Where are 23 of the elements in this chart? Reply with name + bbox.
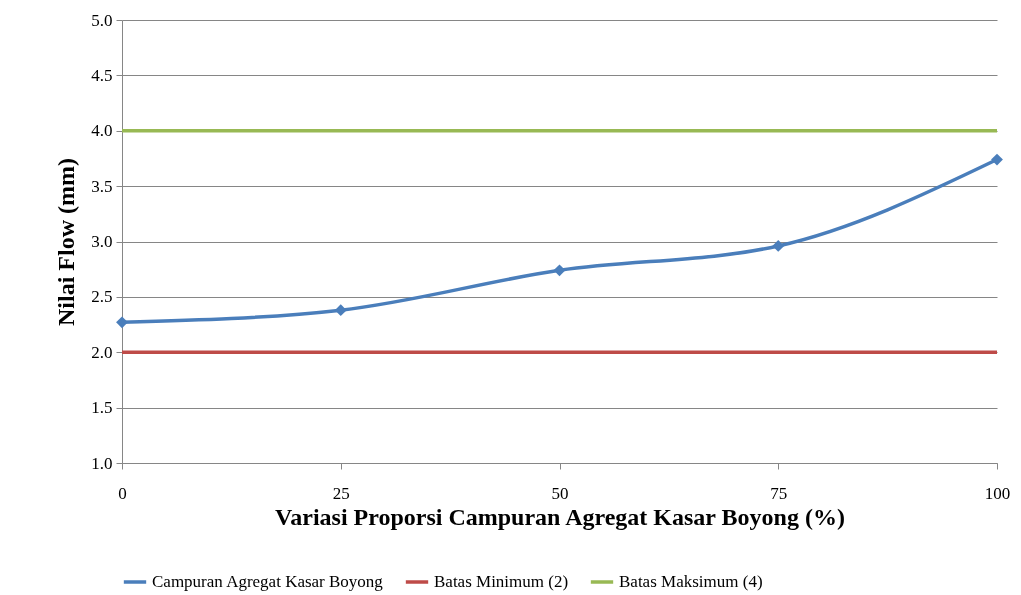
y-tick-label: 3.0 (91, 232, 113, 251)
point (553, 264, 566, 277)
y-axis-title: Nilai Flow (mm) (53, 158, 80, 326)
x-tick-label: 75 (770, 483, 788, 503)
y-tick-label: 2.5 (91, 287, 113, 307)
y-tick-label: 1.0 (91, 453, 113, 473)
x-tick-label: 100 (984, 483, 1011, 503)
y-tick-label: 4.0 (91, 121, 113, 141)
x-tick-label: 25 (332, 483, 350, 503)
point (116, 316, 128, 329)
x-axis-title: Variasi Proporsi Campuran Agregat Kasar Boyong (%) (275, 503, 845, 530)
y-tick-label: 1.5 (91, 398, 113, 418)
point (991, 153, 1003, 166)
y-tick-label: 4.5 (91, 65, 113, 85)
x-tick-label: 0 (118, 483, 127, 503)
point (772, 240, 785, 252)
legend-label: Batas Maksimum (4) (619, 572, 763, 591)
y-tick-label: 5.0 (91, 10, 113, 30)
legend-label: Campuran Agregat Kasar Boyong (152, 572, 384, 591)
legend-label: Batas Minimum (2) (434, 572, 569, 591)
y-tick-label: 3.5 (91, 176, 113, 196)
y-tick-label: 2.0 (91, 342, 113, 362)
x-tick-label: 50 (551, 483, 569, 503)
